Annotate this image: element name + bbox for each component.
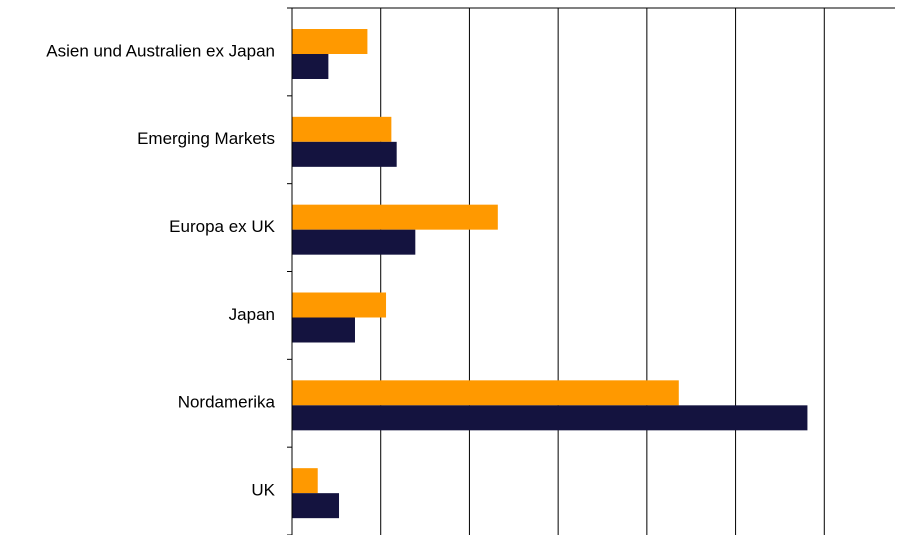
bar	[292, 204, 498, 230]
bar	[292, 493, 340, 519]
bar	[292, 54, 329, 79]
bar	[292, 292, 387, 318]
bar	[292, 405, 808, 431]
bar	[292, 116, 392, 142]
y-tick-label: Emerging Markets	[137, 129, 275, 148]
y-tick-label: UK	[251, 481, 275, 500]
y-tick-label: Asien und Australien ex Japan	[46, 41, 275, 60]
y-tick-label: Europa ex UK	[169, 217, 275, 236]
bar	[292, 468, 318, 494]
y-tick-label: Japan	[229, 305, 275, 324]
bar	[292, 317, 355, 343]
bar	[292, 29, 368, 54]
bar	[292, 380, 679, 406]
bar	[292, 229, 416, 255]
y-tick-label: Nordamerika	[178, 393, 276, 412]
bar	[292, 141, 397, 167]
